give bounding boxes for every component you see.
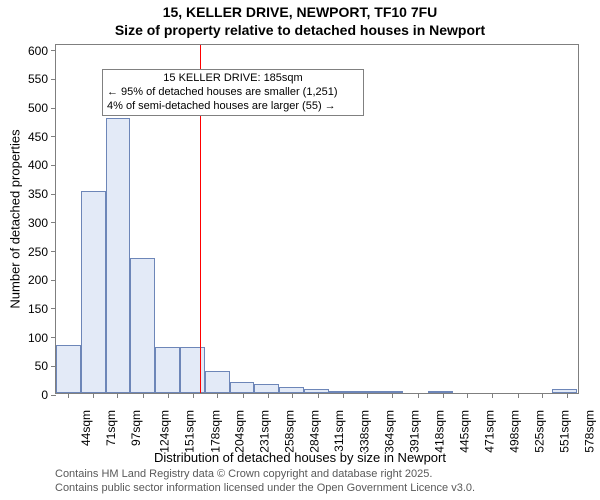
x-tick-label: 284sqm: [307, 410, 321, 453]
plot-area: 05010015020025030035040045050055060044sq…: [55, 44, 579, 394]
footer-line-1: Contains HM Land Registry data © Crown c…: [55, 468, 475, 482]
y-tick-mark: [51, 50, 56, 51]
histogram-bar: [329, 391, 354, 393]
x-tick-label: 71sqm: [104, 410, 118, 446]
annotation-line-1: 15 KELLER DRIVE: 185sqm: [107, 72, 359, 86]
histogram-bar: [230, 382, 255, 393]
x-tick-mark: [343, 393, 344, 398]
x-tick-label: 151sqm: [183, 410, 197, 453]
y-tick-label: 150: [28, 302, 48, 316]
x-tick-mark: [542, 393, 543, 398]
y-tick-label: 200: [28, 273, 48, 287]
y-tick-mark: [51, 165, 56, 166]
y-tick-label: 300: [28, 216, 48, 230]
histogram-bar: [304, 389, 329, 393]
footer-line-2: Contains public sector information licen…: [55, 482, 475, 496]
y-tick-label: 100: [28, 331, 48, 345]
y-tick-label: 450: [28, 130, 48, 144]
x-tick-label: 311sqm: [332, 410, 346, 452]
histogram-bar: [155, 347, 180, 393]
histogram-bar: [354, 391, 379, 393]
y-tick-label: 350: [28, 187, 48, 201]
y-tick-mark: [51, 395, 56, 396]
title-line-1: 15, KELLER DRIVE, NEWPORT, TF10 7FU: [0, 4, 600, 20]
x-tick-label: 204sqm: [232, 410, 246, 453]
x-tick-mark: [117, 393, 118, 398]
x-tick-label: 97sqm: [129, 410, 143, 446]
chart-container: 15, KELLER DRIVE, NEWPORT, TF10 7FU Size…: [0, 0, 600, 500]
x-tick-mark: [392, 393, 393, 398]
x-tick-label: 231sqm: [257, 410, 271, 453]
y-tick-mark: [51, 79, 56, 80]
x-tick-mark: [243, 393, 244, 398]
y-tick-mark: [51, 108, 56, 109]
y-tick-mark: [51, 136, 56, 137]
x-tick-label: 124sqm: [157, 410, 171, 453]
x-tick-label: 525sqm: [533, 410, 547, 453]
x-tick-label: 258sqm: [283, 410, 297, 453]
y-tick-mark: [51, 337, 56, 338]
y-tick-label: 250: [28, 245, 48, 259]
x-tick-label: 471sqm: [482, 410, 496, 453]
x-tick-mark: [168, 393, 169, 398]
annotation-box: 15 KELLER DRIVE: 185sqm← 95% of detached…: [102, 69, 364, 116]
x-tick-label: 338sqm: [358, 410, 372, 453]
x-axis-title: Distribution of detached houses by size …: [0, 450, 600, 465]
x-tick-label: 578sqm: [582, 410, 596, 453]
x-tick-mark: [268, 393, 269, 398]
y-tick-mark: [51, 194, 56, 195]
y-tick-mark: [51, 222, 56, 223]
x-tick-label: 498sqm: [507, 410, 521, 453]
x-tick-mark: [518, 393, 519, 398]
y-tick-label: 600: [28, 44, 48, 58]
x-tick-mark: [318, 393, 319, 398]
x-tick-label: 391sqm: [407, 410, 421, 453]
x-tick-mark: [418, 393, 419, 398]
x-tick-mark: [143, 393, 144, 398]
histogram-bar: [106, 118, 131, 393]
histogram-bar: [56, 345, 81, 393]
histogram-bar: [552, 389, 577, 393]
x-tick-mark: [443, 393, 444, 398]
histogram-bar: [378, 391, 403, 393]
x-tick-label: 364sqm: [382, 410, 396, 453]
histogram-bar: [428, 391, 453, 393]
title-line-2: Size of property relative to detached ho…: [0, 22, 600, 38]
annotation-line-3: 4% of semi-detached houses are larger (5…: [107, 100, 359, 114]
histogram-bar: [254, 384, 279, 393]
x-tick-mark: [93, 393, 94, 398]
histogram-bar: [279, 387, 304, 393]
y-tick-mark: [51, 280, 56, 281]
x-tick-mark: [217, 393, 218, 398]
histogram-bar: [130, 258, 155, 393]
x-tick-mark: [193, 393, 194, 398]
x-tick-mark: [292, 393, 293, 398]
x-tick-mark: [567, 393, 568, 398]
y-tick-label: 500: [28, 101, 48, 115]
x-tick-mark: [467, 393, 468, 398]
x-tick-label: 178sqm: [208, 410, 222, 453]
y-tick-mark: [51, 251, 56, 252]
y-tick-mark: [51, 308, 56, 309]
annotation-line-2: ← 95% of detached houses are smaller (1,…: [107, 86, 359, 100]
x-tick-mark: [492, 393, 493, 398]
y-tick-label: 400: [28, 158, 48, 172]
x-tick-label: 551sqm: [557, 410, 571, 453]
x-tick-label: 418sqm: [432, 410, 446, 453]
x-tick-mark: [68, 393, 69, 398]
footer: Contains HM Land Registry data © Crown c…: [55, 468, 475, 496]
y-tick-label: 0: [41, 388, 48, 402]
x-tick-mark: [367, 393, 368, 398]
x-tick-label: 445sqm: [458, 410, 472, 453]
histogram-bar: [205, 371, 230, 393]
histogram-bar: [81, 191, 106, 393]
y-tick-label: 50: [35, 359, 48, 373]
y-axis-title: Number of detached properties: [8, 129, 23, 308]
x-tick-label: 44sqm: [79, 410, 93, 446]
y-tick-label: 550: [28, 72, 48, 86]
